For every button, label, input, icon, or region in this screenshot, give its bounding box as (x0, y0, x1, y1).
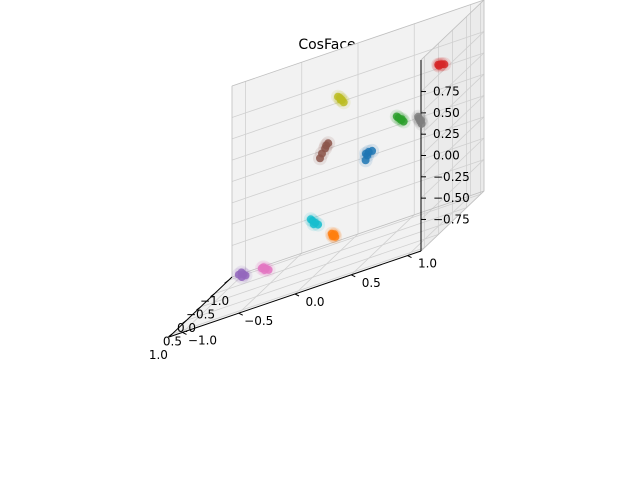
grid-line-z-side (420, 52, 485, 114)
tick-labels: −1.0−0.50.00.51.0−1.0−0.50.00.51.0−0.75−… (149, 85, 470, 362)
grid-line-y-floor (350, 214, 415, 276)
x-tick-label: 0.0 (177, 321, 196, 335)
pane-edge (420, 0, 485, 61)
data-point (316, 154, 324, 163)
z-tick-label: 0.00 (433, 149, 460, 163)
grid-line-z-back (231, 95, 485, 182)
y-tick-mark (407, 255, 412, 259)
grid-line-z-side (420, 95, 485, 156)
z-tick-label: 0.50 (433, 106, 460, 120)
data-point (435, 61, 443, 70)
data-point (397, 115, 406, 124)
y-tick-mark (182, 331, 187, 335)
data-point (368, 146, 377, 155)
x-tick-mark (224, 279, 229, 284)
series-3 (431, 57, 452, 73)
x-tick-mark (196, 306, 201, 311)
x-tick-mark (168, 333, 173, 338)
data-point (336, 95, 345, 104)
x-tick-mark (182, 319, 187, 324)
series-4 (231, 265, 253, 284)
y-tick-mark (351, 274, 356, 278)
z-tick-label: 0.75 (433, 85, 460, 99)
data-point (260, 266, 269, 274)
series-6 (254, 260, 276, 277)
data-point (361, 149, 370, 158)
data-point (330, 230, 339, 239)
grid-line-z-side (420, 137, 485, 199)
grid-line-z-back (231, 159, 485, 246)
grid-line-y-floor (294, 233, 359, 295)
series-2 (389, 109, 411, 129)
series-0 (358, 143, 380, 168)
z-tick-label: −0.50 (433, 191, 470, 205)
y-tick-mark (238, 312, 243, 316)
grid-lines (172, 3, 485, 335)
grid-line-y-floor (407, 195, 471, 256)
x-tick-mark (210, 293, 215, 298)
grid-line-y-floor (182, 272, 246, 333)
z-tick-label: 0.25 (433, 127, 460, 141)
x-tick-label: −0.5 (186, 308, 215, 322)
grid-line-z-side (420, 116, 485, 178)
data-point (309, 220, 318, 229)
data-point (322, 141, 331, 150)
y-tick-label: 0.5 (362, 276, 381, 290)
series-8 (331, 89, 351, 110)
z-tick-label: −0.25 (433, 170, 470, 184)
data-point (237, 273, 246, 281)
x-tick-label: −1.0 (200, 294, 229, 308)
pane-edge (231, 0, 485, 87)
pane-edge (420, 190, 485, 252)
z-tick-label: −0.75 (433, 212, 470, 226)
series-1 (324, 226, 343, 244)
grid-line-z-back (231, 116, 485, 204)
data-point (361, 156, 370, 165)
y-tick-label: 1.0 (418, 257, 437, 271)
x-tick-label: 0.5 (163, 334, 182, 348)
data-points (231, 57, 452, 284)
series-5 (313, 136, 336, 166)
grid-line-z-back (231, 137, 485, 225)
pane-edge (231, 190, 485, 278)
y-tick-mark (294, 293, 300, 297)
grid-line-z-back (231, 73, 485, 161)
axis-lines (168, 0, 485, 338)
grid-line-z-side (420, 159, 485, 220)
y-tick-label: −1.0 (188, 333, 217, 347)
grid-line-z-back (231, 31, 485, 118)
y-tick-label: 0.0 (305, 295, 324, 309)
data-point (417, 116, 425, 125)
series-9 (303, 212, 326, 232)
x-tick-label: 1.0 (149, 348, 168, 362)
grid-line-y-floor (238, 252, 303, 314)
grid-line-z-side (420, 73, 485, 135)
grid-line-z-side (420, 31, 485, 92)
y-tick-label: −0.5 (244, 314, 273, 328)
series-7 (411, 109, 429, 131)
